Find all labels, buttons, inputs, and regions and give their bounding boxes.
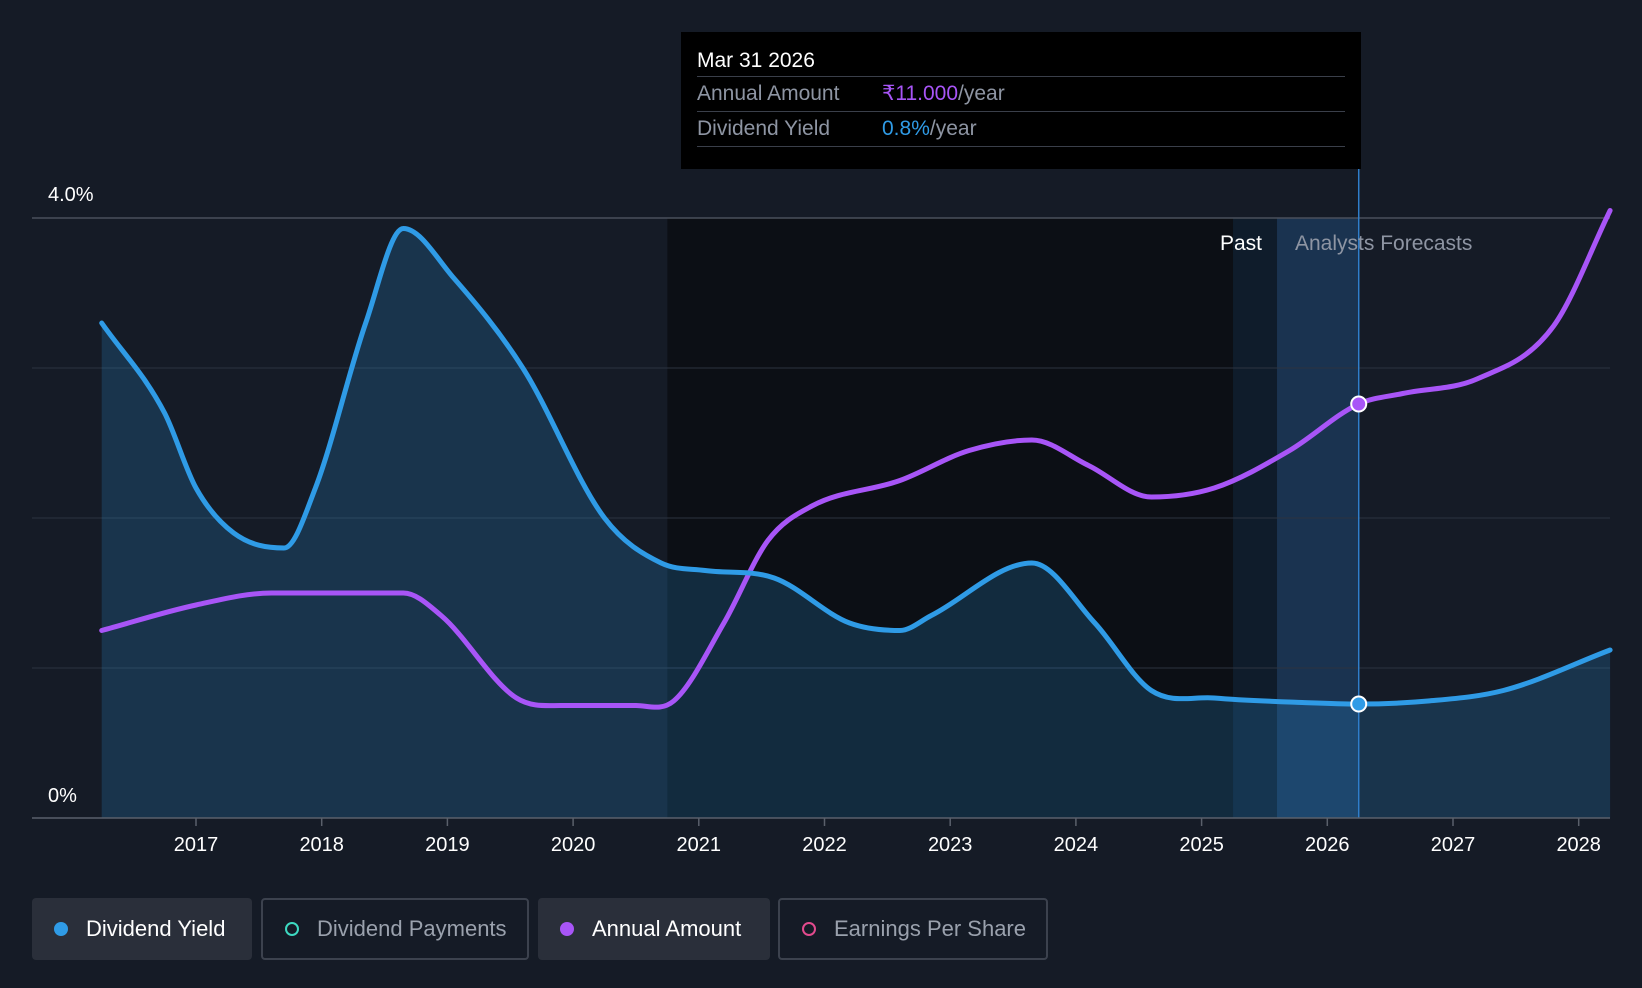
tooltip-yield-unit: /year xyxy=(929,117,977,140)
x-tick-label: 2021 xyxy=(677,834,722,856)
tooltip-annual-unit: /year xyxy=(958,82,1005,105)
x-tick-label: 2017 xyxy=(174,834,219,856)
legend-earnings-per-share[interactable]: Earnings Per Share xyxy=(778,898,1048,960)
dividend-yield-area xyxy=(101,228,1611,818)
x-tick-label: 2022 xyxy=(802,834,847,856)
dividend-yield-marker[interactable] xyxy=(1350,695,1368,713)
tooltip: Mar 31 2026 Annual Amount ₹11.000 /year … xyxy=(681,32,1361,169)
gridlines xyxy=(32,217,1610,669)
x-tick-label: 2019 xyxy=(425,834,470,856)
legend-dividend-yield[interactable]: Dividend Yield xyxy=(32,898,252,960)
y-label-top: 4.0% xyxy=(48,184,94,206)
earnings-per-share-ring-icon xyxy=(802,922,816,936)
x-axis-ticks: 2017 2018 2019 2020 2021 2022 2023 2024 2025 2026… xyxy=(174,818,1601,856)
x-tick-label: 2023 xyxy=(928,834,973,856)
legend-dividend-payments-label: Dividend Payments xyxy=(317,916,507,941)
tooltip-annual-value: ₹11.000 xyxy=(882,82,959,105)
legend-earnings-per-share-label: Earnings Per Share xyxy=(834,916,1026,941)
annual-amount-dot-icon xyxy=(560,922,574,936)
legend-dividend-yield-label: Dividend Yield xyxy=(86,916,226,941)
x-tick-label: 2020 xyxy=(551,834,596,856)
tooltip-date: Mar 31 2026 xyxy=(697,46,1345,77)
y-label-bottom: 0% xyxy=(48,785,77,807)
x-tick-label: 2024 xyxy=(1054,834,1099,856)
x-tick-label: 2027 xyxy=(1431,834,1476,856)
legend-dividend-payments[interactable]: Dividend Payments xyxy=(261,898,529,960)
x-tick-label: 2028 xyxy=(1556,834,1601,856)
legend-annual-amount[interactable]: Annual Amount xyxy=(538,898,770,960)
tooltip-yield-value: 0.8% xyxy=(882,117,930,140)
dividend-payments-ring-icon xyxy=(285,922,299,936)
tooltip-yield-row: Dividend Yield 0.8% /year xyxy=(697,112,1345,147)
x-tick-label: 2025 xyxy=(1179,834,1224,856)
x-tick-label: 2026 xyxy=(1305,834,1350,856)
dividend-yield-dot-icon xyxy=(54,922,68,936)
forecast-label: Analysts Forecasts xyxy=(1295,232,1472,255)
annual-amount-marker[interactable] xyxy=(1350,395,1368,413)
dividend-yield-line xyxy=(99,226,1613,707)
tooltip-annual-label: Annual Amount xyxy=(697,82,840,105)
legend-annual-amount-label: Annual Amount xyxy=(592,916,742,941)
past-label: Past xyxy=(1220,232,1262,255)
x-tick-label: 2018 xyxy=(299,834,344,856)
tooltip-annual-row: Annual Amount ₹11.000 /year xyxy=(697,77,1345,112)
tooltip-yield-label: Dividend Yield xyxy=(697,117,831,140)
